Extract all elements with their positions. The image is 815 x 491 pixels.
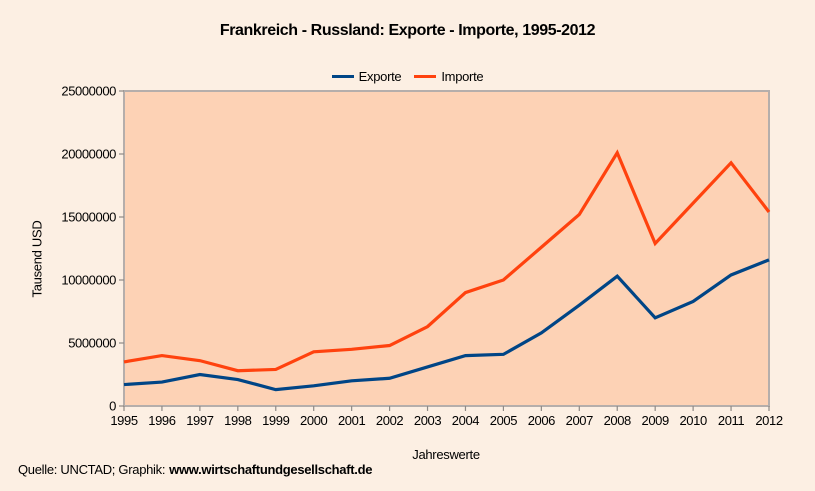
x-axis-tick-label: 1997 bbox=[186, 413, 213, 428]
legend: Exporte Importe bbox=[0, 69, 815, 84]
x-axis-tick-label: 2003 bbox=[414, 413, 441, 428]
x-axis-tick-label: 2000 bbox=[300, 413, 327, 428]
x-axis-tick-label: 2012 bbox=[755, 413, 782, 428]
x-axis-tick-label: 1999 bbox=[262, 413, 289, 428]
y-axis-tick-label: 10000000 bbox=[61, 273, 116, 288]
x-axis-tick-label: 2006 bbox=[528, 413, 555, 428]
x-axis-tick-label: 1998 bbox=[224, 413, 251, 428]
y-axis-tick-label: 25000000 bbox=[61, 84, 116, 99]
source-url: www.wirtschaftundgesellschaft.de bbox=[169, 462, 373, 477]
x-axis-tick-label: 2011 bbox=[718, 413, 745, 428]
source-caption: Quelle: UNCTAD; Graphik: www.wirtschaftun… bbox=[18, 462, 372, 477]
x-axis-tick-label: 2001 bbox=[338, 413, 365, 428]
exporte-line bbox=[123, 258, 770, 392]
x-axis-tick-label: 2007 bbox=[566, 413, 593, 428]
legend-label-importe: Importe bbox=[441, 69, 484, 84]
x-axis-tick-label: 2010 bbox=[679, 413, 706, 428]
x-axis-tick-label: 2004 bbox=[452, 413, 479, 428]
x-axis-tick-label: 2009 bbox=[642, 413, 669, 428]
importe-line bbox=[123, 149, 771, 373]
y-axis-tick-label: 5000000 bbox=[68, 336, 116, 351]
legend-item-importe: Importe bbox=[414, 69, 484, 84]
chart-title: Frankreich - Russland: Exporte - Importe… bbox=[219, 22, 596, 39]
y-axis-tick-label: 0 bbox=[109, 399, 116, 414]
y-axis-title: Tausend USD bbox=[29, 220, 45, 298]
y-axis-tick-label: 15000000 bbox=[61, 210, 116, 225]
x-axis-title: Jahreswerte bbox=[412, 447, 480, 462]
importe-line-swatch-icon bbox=[414, 75, 437, 78]
x-axis-tick-label: 2008 bbox=[604, 413, 631, 428]
exporte-line-swatch-icon bbox=[331, 75, 354, 78]
x-axis-tick-label: 1996 bbox=[148, 413, 175, 428]
y-axis-tick-label: 20000000 bbox=[61, 147, 116, 162]
x-axis-tick-label: 2002 bbox=[376, 413, 403, 428]
plot-area bbox=[123, 90, 770, 407]
legend-item-exporte: Exporte bbox=[331, 69, 402, 84]
legend-label-exporte: Exporte bbox=[358, 69, 402, 84]
source-prefix: Quelle: UNCTAD; Graphik: bbox=[18, 462, 166, 477]
x-axis-tick-label: 2005 bbox=[490, 413, 517, 428]
x-axis-tick-label: 1995 bbox=[110, 413, 137, 428]
